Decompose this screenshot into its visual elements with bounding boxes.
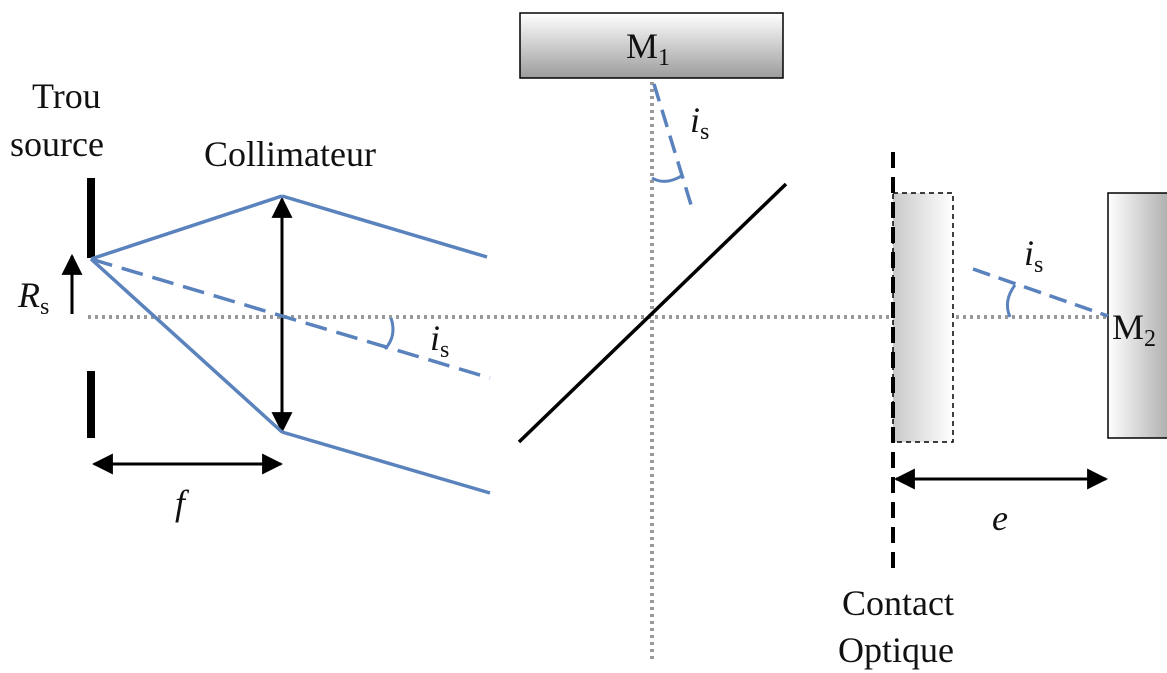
mirror-m2	[1107, 192, 1167, 439]
ray-m2	[972, 267, 1109, 318]
contact-label-line2: Optique	[838, 630, 954, 670]
angle-arc-m2	[1005, 284, 1017, 318]
rays	[89, 194, 491, 495]
radius-label: Rs	[17, 275, 49, 320]
angle-label-m2: is	[1024, 233, 1043, 278]
source-label-line2: source	[10, 124, 104, 164]
source-label-line1: Trou	[32, 76, 101, 116]
mirror-m1-label: M1	[626, 26, 670, 71]
angle-label-m1: is	[690, 100, 709, 145]
ray-m1	[652, 83, 694, 209]
angle-label-collimator: is	[430, 318, 449, 363]
thickness-label: e	[992, 498, 1008, 538]
contact-label-line1: Contact	[842, 583, 954, 623]
mirror-m1	[519, 12, 784, 79]
contact-plate	[892, 192, 954, 443]
beam-splitter	[517, 182, 788, 444]
focal-label: f	[175, 483, 190, 523]
angle-arc-m1	[651, 173, 684, 183]
angle-arc-collimator	[383, 317, 395, 351]
mirror-m2-label: M2	[1112, 307, 1156, 352]
collimator-label: Collimateur	[204, 134, 376, 174]
